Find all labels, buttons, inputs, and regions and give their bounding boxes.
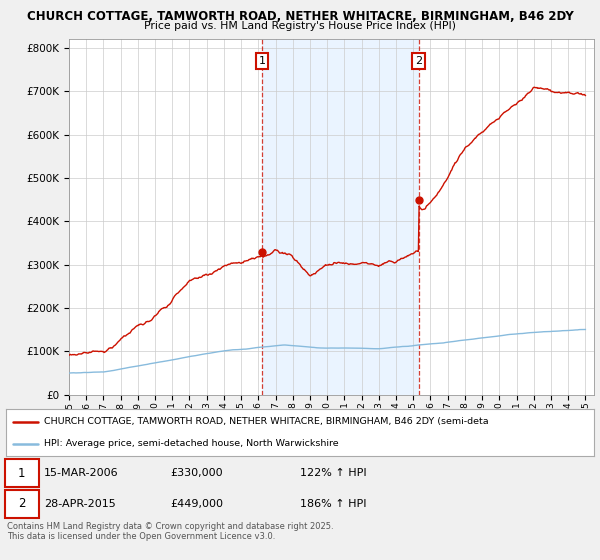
Text: 28-APR-2015: 28-APR-2015 — [44, 499, 116, 509]
Text: CHURCH COTTAGE, TAMWORTH ROAD, NETHER WHITACRE, BIRMINGHAM, B46 2DY (semi-deta: CHURCH COTTAGE, TAMWORTH ROAD, NETHER WH… — [44, 417, 489, 426]
Bar — [262, 39, 419, 395]
FancyBboxPatch shape — [5, 490, 39, 517]
Text: CHURCH COTTAGE, TAMWORTH ROAD, NETHER WHITACRE, BIRMINGHAM, B46 2DY: CHURCH COTTAGE, TAMWORTH ROAD, NETHER WH… — [26, 10, 574, 23]
Text: 2: 2 — [18, 497, 26, 510]
Text: Price paid vs. HM Land Registry's House Price Index (HPI): Price paid vs. HM Land Registry's House … — [144, 21, 456, 31]
Text: £449,000: £449,000 — [170, 499, 224, 509]
Text: £330,000: £330,000 — [170, 468, 223, 478]
Text: HPI: Average price, semi-detached house, North Warwickshire: HPI: Average price, semi-detached house,… — [44, 439, 339, 448]
Text: 15-MAR-2006: 15-MAR-2006 — [44, 468, 119, 478]
FancyBboxPatch shape — [5, 460, 39, 487]
Text: 186% ↑ HPI: 186% ↑ HPI — [300, 499, 367, 509]
Text: 122% ↑ HPI: 122% ↑ HPI — [300, 468, 367, 478]
Text: 2: 2 — [415, 56, 422, 66]
Text: 1: 1 — [18, 467, 26, 480]
Text: Contains HM Land Registry data © Crown copyright and database right 2025.
This d: Contains HM Land Registry data © Crown c… — [7, 522, 334, 542]
Text: 1: 1 — [259, 56, 265, 66]
